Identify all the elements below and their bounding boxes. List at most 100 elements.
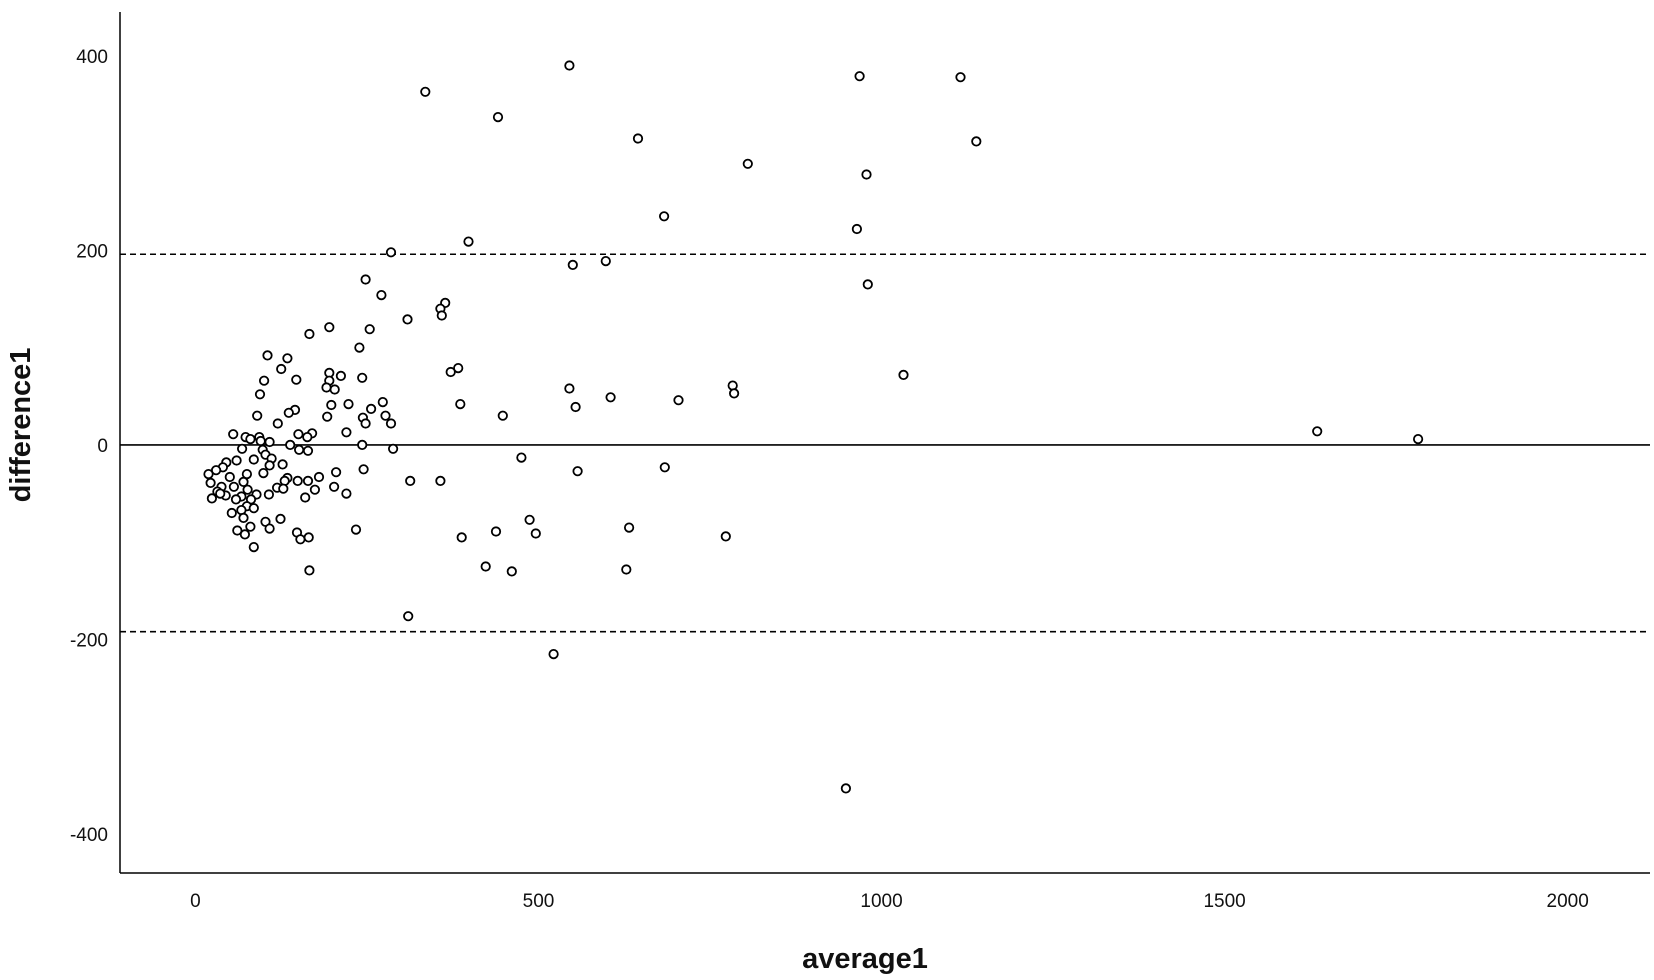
x-tick-label: 500 xyxy=(523,891,555,912)
data-point xyxy=(480,561,491,572)
data-point xyxy=(605,392,616,403)
data-point xyxy=(658,211,670,222)
data-point xyxy=(264,523,275,534)
data-point xyxy=(659,462,670,473)
data-point xyxy=(248,541,259,553)
data-point xyxy=(330,467,342,478)
data-point xyxy=(303,532,314,543)
data-point xyxy=(453,362,464,374)
data-point xyxy=(492,112,504,123)
y-tick-label: 0 xyxy=(97,436,108,457)
data-point xyxy=(840,783,852,794)
data-point xyxy=(285,439,296,450)
data-point xyxy=(232,525,243,536)
data-point xyxy=(230,494,242,505)
data-point xyxy=(405,475,416,486)
data-point xyxy=(387,443,399,454)
data-point xyxy=(742,158,753,169)
data-point xyxy=(358,464,369,475)
data-point xyxy=(245,521,256,532)
data-point xyxy=(238,512,249,524)
data-point xyxy=(258,375,270,386)
data-point xyxy=(548,648,559,660)
data-point xyxy=(861,169,872,180)
data-point xyxy=(309,484,320,495)
data-point xyxy=(252,410,263,421)
data-point xyxy=(324,322,335,333)
data-point xyxy=(572,466,583,477)
data-point xyxy=(206,493,217,504)
data-point xyxy=(564,60,575,71)
data-point xyxy=(292,475,303,486)
data-point xyxy=(364,324,375,335)
data-point xyxy=(862,279,873,290)
data-point xyxy=(272,418,283,429)
data-point xyxy=(302,445,314,456)
data-point xyxy=(402,314,413,325)
data-point xyxy=(248,503,259,514)
data-point xyxy=(275,513,286,525)
data-point xyxy=(357,372,368,383)
data-point xyxy=(436,310,447,321)
y-tick-label: -400 xyxy=(70,825,108,846)
x-tick-label: 0 xyxy=(190,891,201,912)
x-axis-title: average1 xyxy=(802,943,928,975)
data-point xyxy=(854,71,865,82)
data-point xyxy=(321,382,332,393)
data-point xyxy=(264,436,275,448)
data-point xyxy=(377,396,388,408)
data-point xyxy=(455,398,466,410)
y-tick-label: 400 xyxy=(76,47,108,68)
data-point xyxy=(278,483,289,494)
data-point xyxy=(226,507,237,519)
data-point xyxy=(530,528,541,539)
data-point xyxy=(516,452,527,463)
data-point xyxy=(242,484,253,495)
data-point xyxy=(506,566,517,577)
data-point xyxy=(720,531,731,542)
data-point xyxy=(335,370,346,381)
data-point xyxy=(328,481,340,492)
data-points xyxy=(203,60,1424,794)
data-point xyxy=(497,410,508,421)
data-point xyxy=(971,136,982,147)
data-point xyxy=(380,410,391,421)
x-tick-label: 2000 xyxy=(1547,891,1589,912)
data-point xyxy=(228,429,239,440)
data-point xyxy=(445,366,456,378)
data-point xyxy=(728,388,740,399)
data-point xyxy=(623,522,635,533)
data-point xyxy=(329,384,340,395)
data-point xyxy=(255,435,266,447)
data-point xyxy=(564,383,575,394)
data-point xyxy=(205,477,216,488)
data-point xyxy=(350,524,362,535)
data-point xyxy=(673,395,684,406)
data-point xyxy=(282,353,293,364)
data-point xyxy=(360,274,371,285)
y-tick-labels: -400 -200 0 200 400 xyxy=(70,47,108,846)
data-point xyxy=(264,460,275,471)
data-point xyxy=(385,247,397,258)
data-point xyxy=(955,72,966,83)
data-point xyxy=(341,488,352,499)
data-point xyxy=(302,475,314,486)
data-point xyxy=(343,398,354,410)
data-point xyxy=(341,427,352,438)
data-point xyxy=(295,534,306,545)
data-point xyxy=(1312,426,1323,437)
data-point xyxy=(357,439,368,450)
data-point xyxy=(258,467,269,479)
data-point xyxy=(354,342,365,353)
data-point xyxy=(263,489,274,500)
data-point xyxy=(621,564,632,575)
data-point xyxy=(238,476,249,487)
data-point xyxy=(203,468,214,480)
data-point xyxy=(456,532,467,543)
data-point xyxy=(245,433,256,445)
data-point xyxy=(313,471,325,483)
data-point xyxy=(600,255,611,267)
data-point xyxy=(237,443,248,454)
data-point xyxy=(463,236,474,247)
